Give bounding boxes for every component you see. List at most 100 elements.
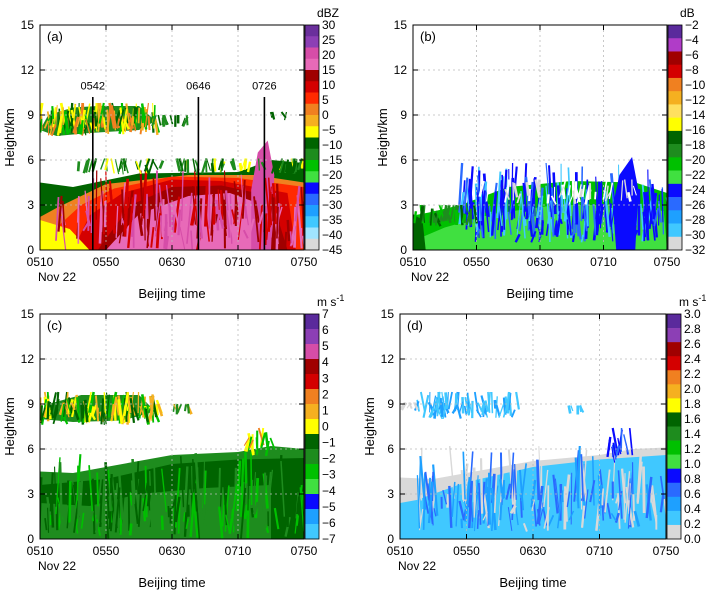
colorbar-label: −4 xyxy=(685,33,699,47)
echo-streak xyxy=(585,199,589,227)
echo-streak xyxy=(152,177,157,221)
upper-streak xyxy=(114,109,122,124)
echo-streak xyxy=(142,498,147,522)
echo-streak xyxy=(94,521,100,533)
x-axis-label: Beijing time xyxy=(506,286,573,301)
echo-streak xyxy=(581,193,588,232)
y-tick-label: 6 xyxy=(27,442,34,456)
colorbar-swatch xyxy=(667,510,681,526)
echo-streak xyxy=(75,454,82,509)
echo-streak xyxy=(625,486,631,515)
colorbar-label: 20 xyxy=(322,48,336,62)
colorbar-swatch xyxy=(668,64,682,79)
colorbar-swatch xyxy=(305,434,319,450)
echo-streak xyxy=(213,496,219,523)
colorbar-swatch xyxy=(667,384,681,399)
echo-streak xyxy=(553,220,559,236)
echo-streak xyxy=(563,184,571,222)
convective-streak xyxy=(243,437,250,446)
x-tick-label: 0630 xyxy=(520,544,547,558)
upper-streak xyxy=(129,397,136,424)
echo-streak xyxy=(509,504,517,515)
echo-streak xyxy=(537,200,541,216)
colorbar-label: 3.0 xyxy=(684,307,701,321)
echo-streak-top xyxy=(114,158,120,175)
colorbar-swatch xyxy=(305,389,319,405)
echo-streak xyxy=(419,455,427,510)
upper-streak xyxy=(280,111,287,119)
date-label: Nov 22 xyxy=(398,559,436,573)
echo-streak-top xyxy=(229,160,236,171)
echo-streak xyxy=(280,460,286,517)
upper-streak xyxy=(161,117,166,127)
colorbar-swatch xyxy=(305,464,319,480)
y-tick-label: 12 xyxy=(21,352,35,366)
colorbar-unit: m s-1 xyxy=(679,293,706,309)
echo-streak xyxy=(501,174,506,230)
echo-streak xyxy=(95,170,98,220)
upper-streak xyxy=(162,114,169,126)
echo-streak xyxy=(623,473,626,520)
echo-streak xyxy=(643,191,648,217)
y-tick-label: 0 xyxy=(27,243,34,257)
upper-streak xyxy=(579,405,583,413)
colorbar-label: 2.4 xyxy=(684,352,701,366)
echo-streak-white xyxy=(525,181,530,196)
echo-streak xyxy=(650,187,655,220)
colorbar-label: 3 xyxy=(322,371,329,385)
y-tick-label: 0 xyxy=(387,532,394,546)
colorbar-swatch xyxy=(305,359,319,375)
upper-streak xyxy=(495,404,501,417)
echo-streak xyxy=(545,185,551,237)
colorbar-label: −6 xyxy=(685,48,699,62)
convective-streak xyxy=(611,446,616,463)
upper-streak xyxy=(480,400,485,413)
colorbar-swatch xyxy=(305,25,319,37)
echo-streak xyxy=(286,219,291,242)
colorbar-frame xyxy=(666,313,682,540)
echo-streak xyxy=(537,187,544,225)
colorbar-swatch xyxy=(305,344,319,360)
echo-streak-top xyxy=(123,158,129,174)
colorbar-label: −16 xyxy=(685,123,706,137)
echo-streak xyxy=(651,219,656,241)
echo-streak xyxy=(538,195,544,230)
echo-streak xyxy=(225,190,231,238)
upper-streak xyxy=(137,107,141,124)
echo-streak xyxy=(85,210,92,227)
upper-streak xyxy=(490,391,494,414)
echo-streak-white xyxy=(512,182,519,198)
echo-streak xyxy=(241,179,246,219)
echo-streak xyxy=(507,507,513,531)
colorbar-label: −14 xyxy=(685,108,706,122)
upper-streak xyxy=(66,398,72,414)
y-tick-label: 9 xyxy=(400,108,407,122)
colorbar-label: −22 xyxy=(685,168,706,182)
echo-streak xyxy=(589,480,596,503)
upper-streak xyxy=(50,124,57,137)
echo-streak xyxy=(451,481,456,518)
echo-streak-top xyxy=(82,160,89,174)
panel-label: (a) xyxy=(47,29,63,44)
echo-streak-top xyxy=(147,158,155,174)
colorbar-label: 30 xyxy=(322,18,336,32)
convective-streak xyxy=(251,444,255,454)
echo-streak xyxy=(657,200,663,223)
echo-streak-top xyxy=(291,158,298,174)
echo-streak xyxy=(510,178,514,221)
echo-streak-white xyxy=(558,186,565,198)
echo-streak xyxy=(633,510,641,527)
upper-streak xyxy=(120,413,125,425)
y-axis-label: Height/km xyxy=(362,397,377,456)
echo-streak-white xyxy=(594,191,597,200)
echo-streak xyxy=(273,507,280,530)
upper-streak xyxy=(183,403,188,412)
echo-streak xyxy=(522,182,528,212)
echo-streak xyxy=(574,457,580,509)
upper-streak xyxy=(464,396,470,416)
convective-streak xyxy=(614,445,621,458)
echo-streak xyxy=(161,468,168,512)
colorbar-label: 5 xyxy=(322,93,329,107)
upper-streak xyxy=(91,404,98,416)
colorbar: 3.02.82.62.42.22.01.81.61.41.21.00.80.60… xyxy=(666,293,706,546)
